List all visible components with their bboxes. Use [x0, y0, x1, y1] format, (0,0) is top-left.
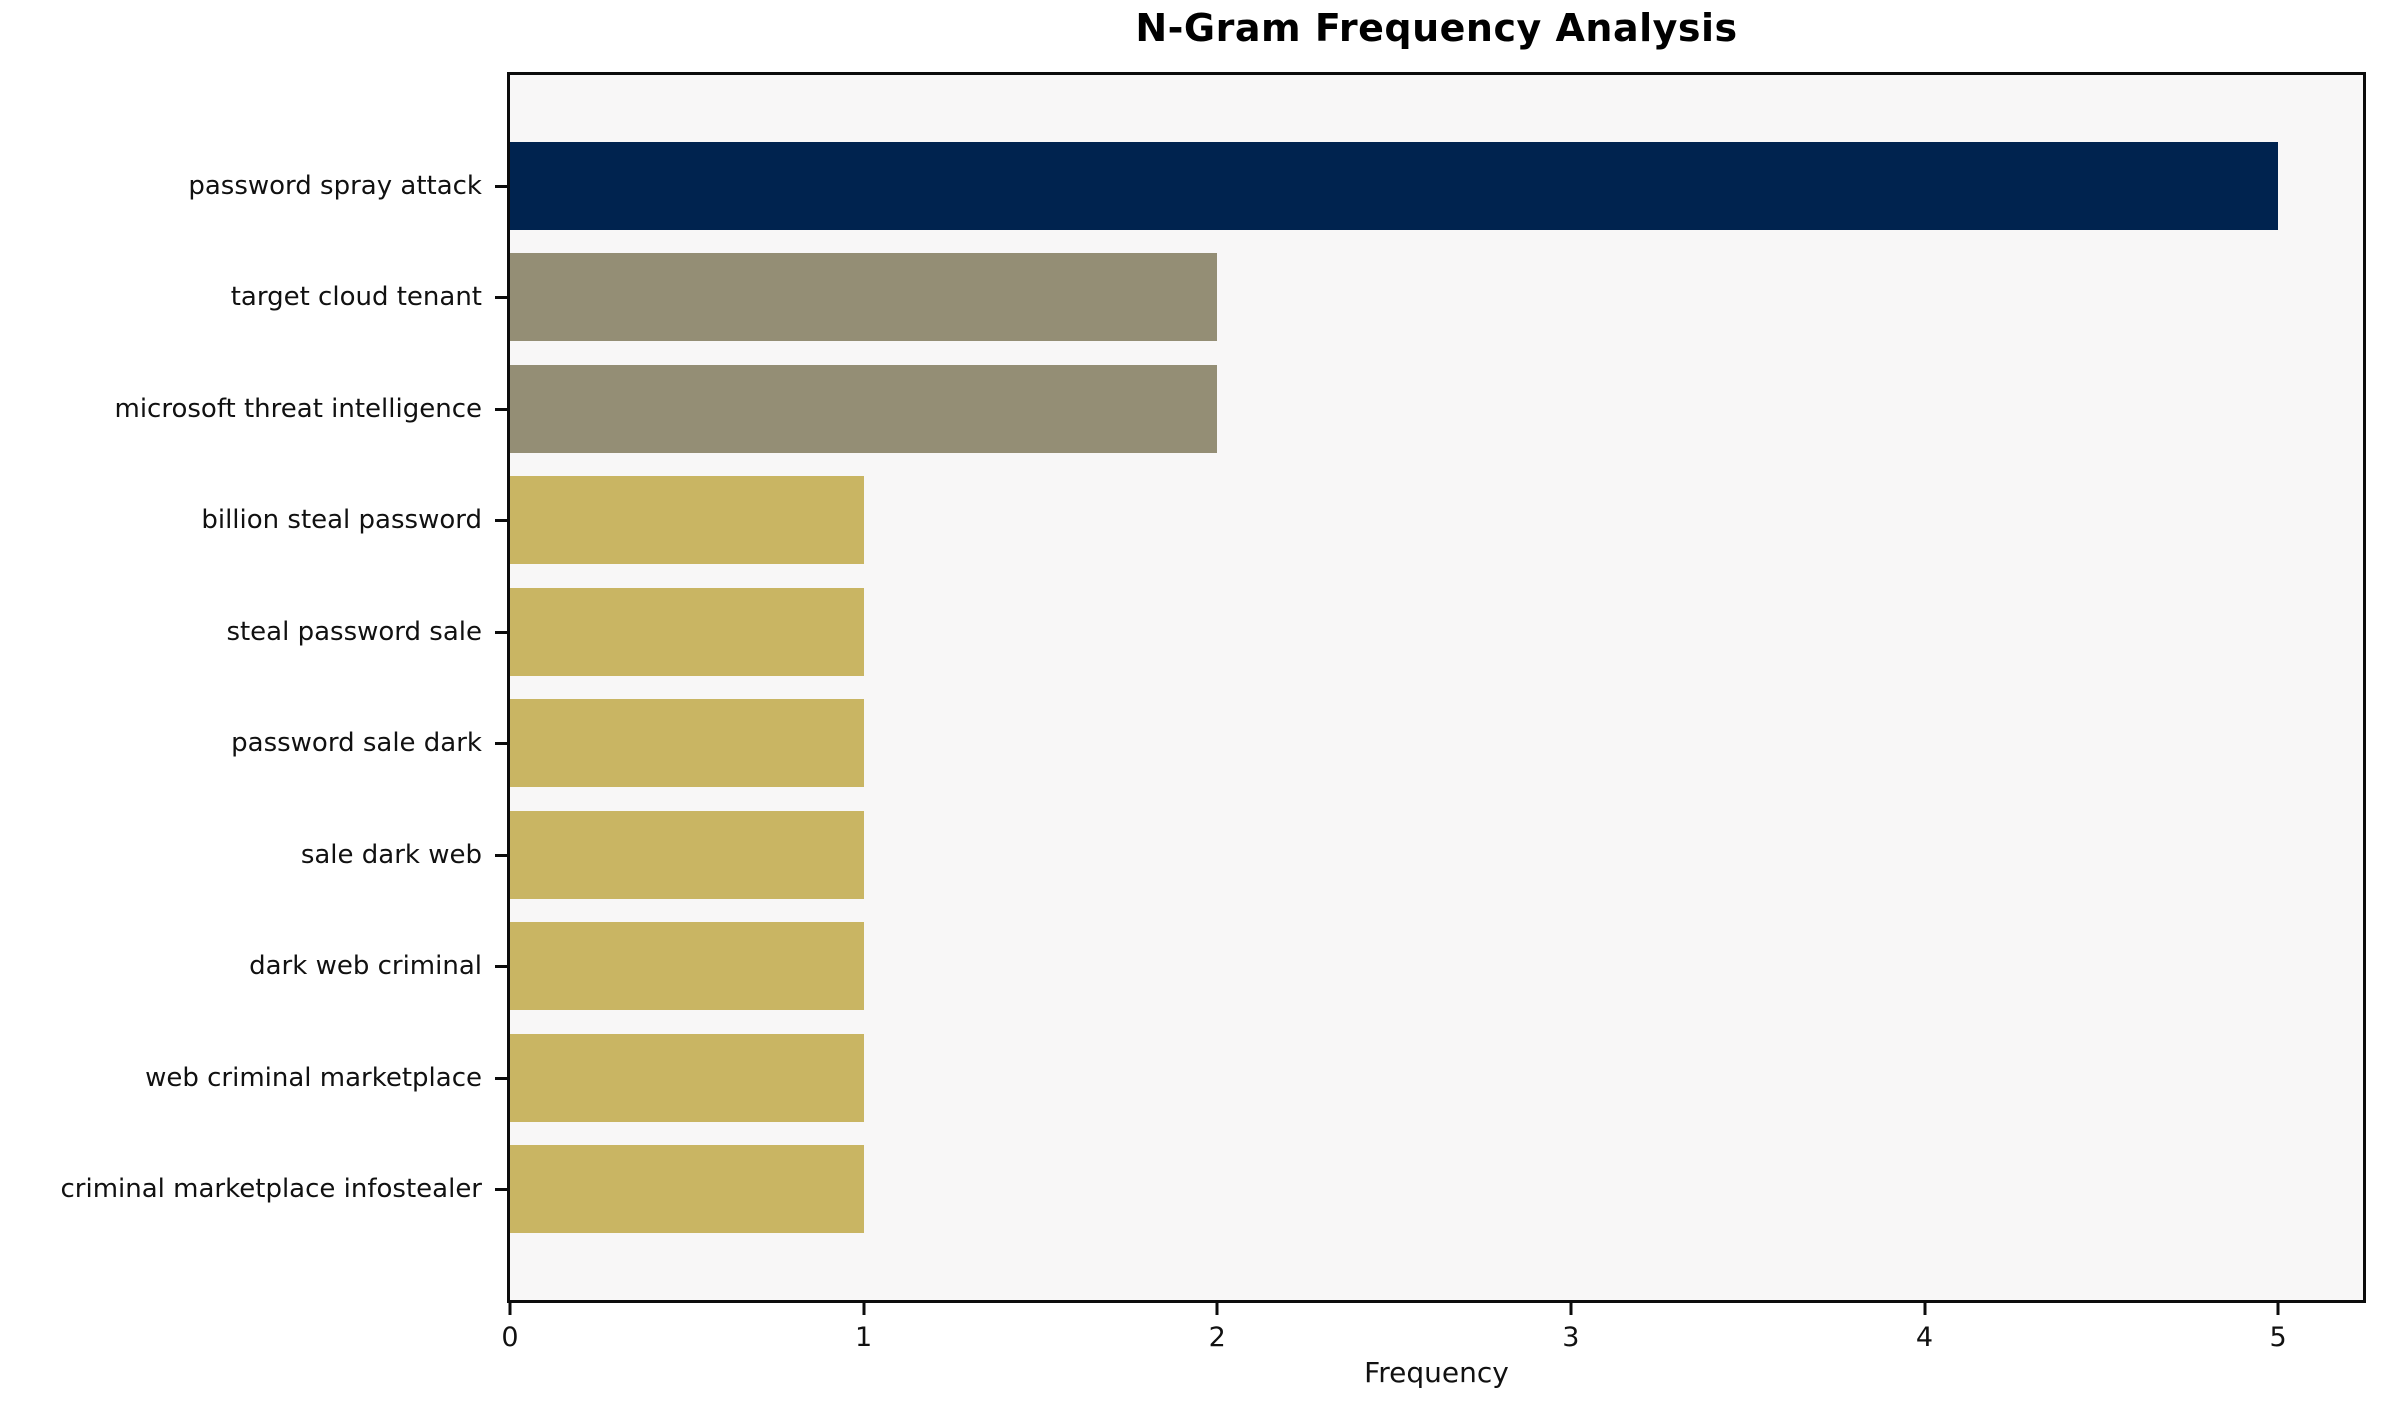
y-tick-mark: [495, 407, 507, 411]
bar: [510, 810, 864, 899]
bar: [510, 587, 864, 676]
x-tick-mark: [1923, 1303, 1926, 1315]
bar: [510, 141, 2279, 230]
plot-area: password spray attack target cloud tenant…: [61, 72, 2366, 1353]
bar-row: steal password sale: [226, 576, 2363, 688]
bar: [510, 253, 1218, 342]
y-tick-label: billion steal password: [201, 505, 482, 536]
y-tick-label: dark web criminal: [249, 951, 482, 982]
bar: [510, 1033, 864, 1122]
x-tick-mark: [2276, 1303, 2280, 1315]
y-tick-label: password sale dark: [231, 728, 482, 759]
y-tick-mark: [495, 630, 507, 634]
x-tick-label: 3: [1562, 1322, 1580, 1353]
bar: [510, 364, 1218, 453]
bar: [510, 699, 864, 788]
x-tick-label: 4: [1915, 1322, 1934, 1353]
y-tick-label: sale dark web: [300, 839, 482, 870]
bar-row: microsoft threat intelligence: [115, 353, 2363, 465]
y-tick-label: target cloud tenant: [230, 282, 482, 313]
x-tick-mark: [508, 1303, 512, 1315]
bar: [510, 1145, 864, 1234]
y-tick-label: microsoft threat intelligence: [114, 393, 483, 424]
y-tick-mark: [495, 965, 507, 969]
y-tick-mark: [495, 519, 507, 523]
y-tick-label: criminal marketplace infostealer: [60, 1174, 482, 1205]
bar-row: dark web criminal: [249, 911, 2363, 1023]
x-axis-label: Frequency: [1364, 1356, 1509, 1389]
bar: [510, 922, 864, 1011]
bar-row: target cloud tenant: [231, 242, 2363, 354]
y-tick-mark: [495, 184, 507, 188]
bar-row: web criminal marketplace: [145, 1022, 2363, 1134]
y-tick-label: web criminal marketplace: [145, 1062, 482, 1093]
bar-row: sale dark web: [301, 799, 2363, 911]
x-tick-label: 1: [855, 1322, 873, 1353]
bar-row: criminal marketplace infostealer: [61, 1134, 2363, 1246]
y-tick-label: steal password sale: [226, 616, 482, 647]
y-tick-mark: [495, 1188, 507, 1192]
x-tick-label: 2: [1208, 1322, 1226, 1353]
bar-row: billion steal password: [201, 465, 2363, 577]
y-tick-mark: [495, 296, 507, 300]
x-tick-label: 0: [501, 1322, 519, 1353]
y-tick-label: password spray attack: [188, 170, 482, 201]
y-tick-mark: [495, 742, 507, 746]
y-tick-mark: [495, 853, 507, 857]
bar-row: password spray attack: [188, 130, 2363, 242]
x-tick-mark: [1215, 1303, 1219, 1315]
bars-container: password spray attack target cloud tenant…: [61, 130, 2363, 1246]
x-tick-label: 5: [2269, 1322, 2287, 1353]
x-tick-mark: [862, 1303, 866, 1315]
x-tick-mark: [1569, 1303, 1573, 1315]
bar: [510, 476, 864, 565]
bar-row: password sale dark: [231, 688, 2363, 800]
chart-title: N-Gram Frequency Analysis: [1135, 6, 1738, 50]
y-tick-mark: [495, 1076, 507, 1080]
